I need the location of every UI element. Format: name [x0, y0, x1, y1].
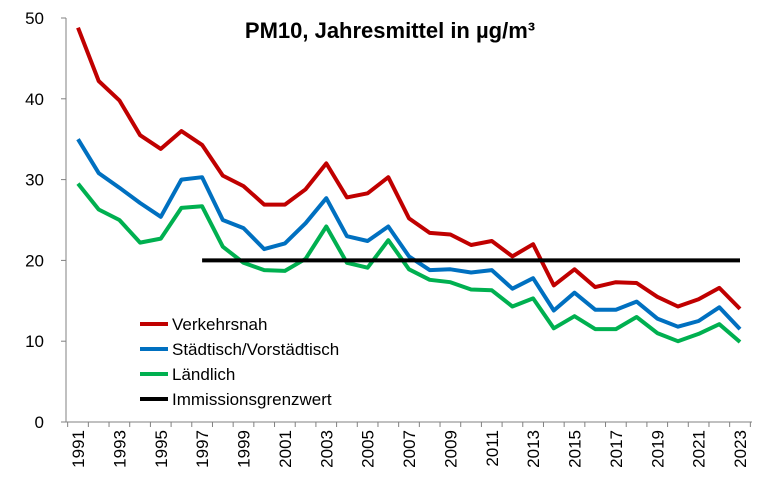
x-tick-label: 2017 — [607, 430, 626, 468]
series-line-l-ndlich — [76, 182, 742, 344]
x-tick-label: 2023 — [731, 430, 750, 468]
series-lines — [76, 26, 742, 344]
legend: Verkehrsnah Städtisch/Vorstädtisch Ländlic… — [140, 315, 339, 409]
x-tick-label: 2007 — [400, 430, 419, 468]
x-tick-label: 2005 — [359, 430, 378, 468]
x-tick-label: 2001 — [276, 430, 295, 468]
series-line-verkehrsnah — [76, 26, 742, 311]
axes — [65, 18, 752, 423]
legend-label: Verkehrsnah — [172, 315, 267, 334]
series-line-st-dtisch-vorst-dtisch — [76, 138, 742, 331]
x-tick-label: 1991 — [69, 430, 88, 468]
y-tick-label: 40 — [25, 90, 44, 109]
y-tick-label: 10 — [25, 332, 44, 351]
x-tick-label: 1999 — [235, 430, 254, 468]
x-tick-label: 2011 — [483, 430, 502, 467]
x-tick-label: 2003 — [317, 430, 336, 468]
y-tick-label: 20 — [25, 251, 44, 270]
x-axis-ticks: 1991 1993 1995 1997 1999 2001 2003 2005 2007 2009… — [67, 422, 751, 468]
legend-label: Ländlich — [172, 365, 235, 384]
x-tick-label: 1997 — [193, 430, 212, 468]
x-tick-label: 2015 — [566, 430, 585, 468]
y-tick-label: 50 — [25, 9, 44, 28]
legend-label: Immissionsgrenzwert — [172, 390, 332, 409]
x-tick-label: 2009 — [441, 430, 460, 468]
x-tick-label: 1993 — [110, 430, 129, 468]
y-tick-label: 30 — [25, 171, 44, 190]
y-axis-ticks: 0 10 20 30 40 50 — [25, 9, 66, 432]
x-tick-label: 2019 — [648, 430, 667, 468]
chart-title: PM10, Jahresmittel in µg/m³ — [245, 18, 535, 43]
y-tick-label: 0 — [35, 413, 44, 432]
legend-label: Städtisch/Vorstädtisch — [172, 340, 339, 359]
x-tick-label: 2013 — [524, 430, 543, 468]
x-tick-label: 1995 — [152, 430, 171, 468]
x-tick-label: 2021 — [690, 430, 709, 468]
